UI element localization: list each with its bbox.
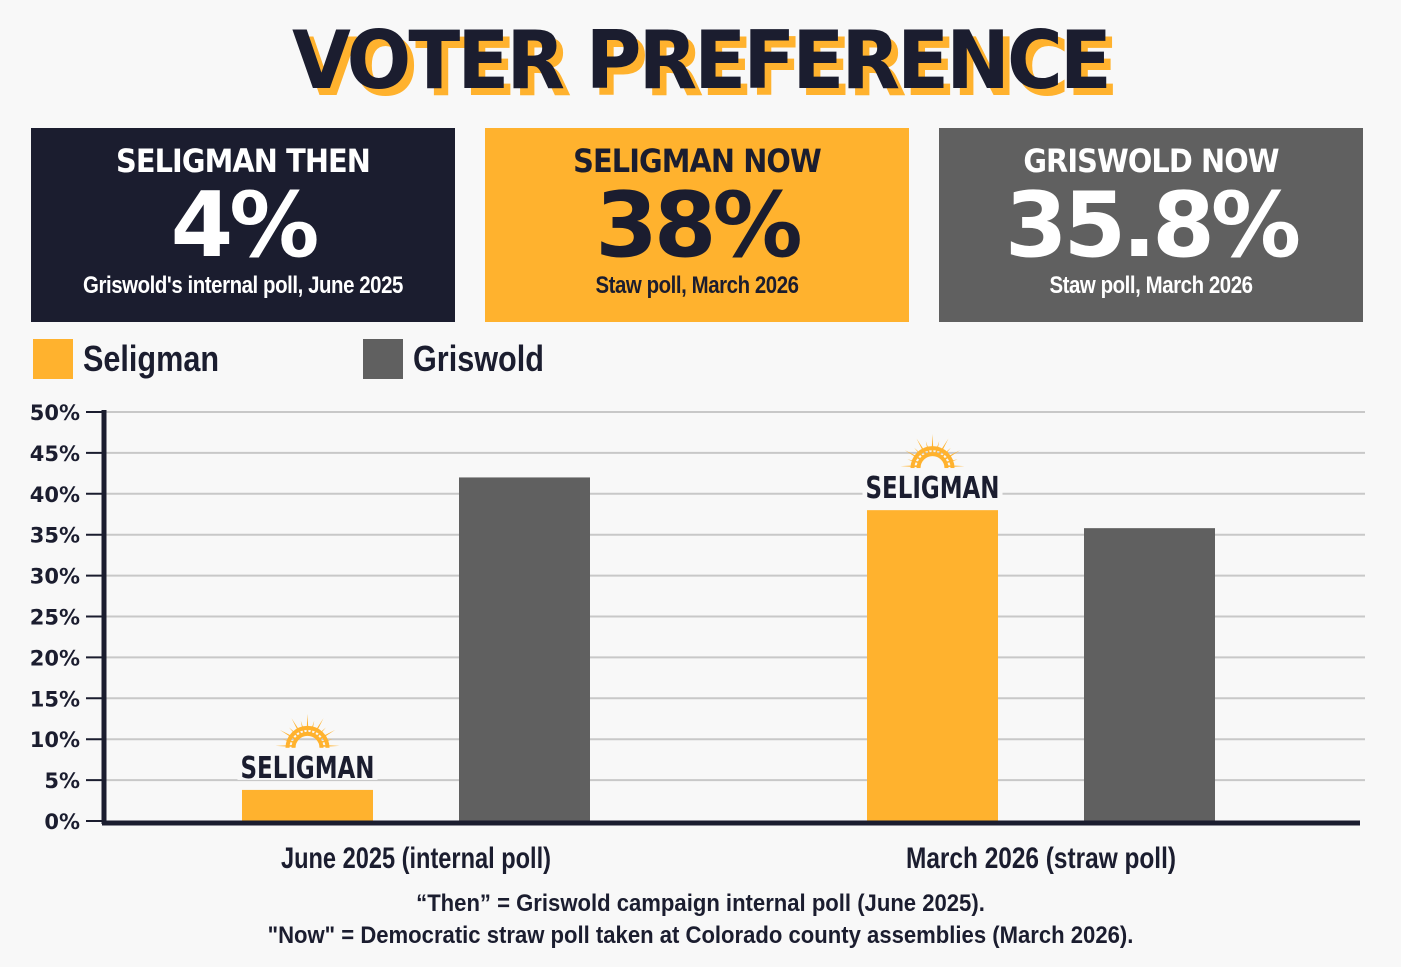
- legend: Seligman Griswold: [33, 338, 647, 380]
- y-tick-label: 40%: [30, 483, 80, 507]
- sun-arc-icon: [910, 446, 955, 469]
- sun-arc-icon: [291, 731, 324, 749]
- sun-ray-icon: [275, 744, 296, 747]
- sun-arc-icon: [285, 726, 330, 749]
- y-tick-label: 35%: [30, 524, 80, 548]
- sun-ray-icon: [900, 465, 921, 468]
- sun-ray-icon: [931, 434, 934, 455]
- bar-griswold: [1084, 528, 1215, 821]
- sun-arc-icon: [916, 452, 949, 469]
- seligman-logo: SELIGMAN: [862, 434, 1003, 506]
- x-category-label: March 2026 (straw poll): [906, 842, 1176, 875]
- y-tick-label: 50%: [30, 401, 80, 425]
- stat-card-seligman-then: SELIGMAN THEN 4% Griswold's internal pol…: [31, 128, 455, 322]
- footnote-now: "Now" = Democratic straw poll taken at C…: [267, 922, 1134, 949]
- y-tick-label: 30%: [30, 565, 80, 589]
- bar-griswold: [459, 477, 590, 821]
- y-tick-label: 10%: [30, 728, 80, 752]
- sun-ray-icon: [317, 729, 336, 741]
- bar-seligman: [242, 789, 373, 821]
- legend-swatch: [363, 339, 404, 379]
- card-value: 35.8%: [1004, 173, 1301, 278]
- logo-backdrop: [862, 468, 1003, 501]
- seligman-logo: SELIGMAN: [237, 713, 378, 786]
- sun-ray-icon: [291, 718, 303, 737]
- sun-ray-icon: [916, 438, 928, 457]
- chart-title: VOTER PREFERENCE: [292, 14, 1112, 107]
- y-tick-label: 45%: [30, 442, 80, 466]
- card-heading: GRISWOLD NOW: [1023, 142, 1279, 180]
- legend-swatch: [33, 339, 73, 379]
- sun-ray-icon: [319, 744, 340, 747]
- sun-ray-icon: [942, 450, 961, 462]
- y-tick-label: 0%: [44, 810, 80, 834]
- stat-card-seligman-now: SELIGMAN NOW 38% Staw poll, March 2026: [485, 128, 909, 322]
- legend-label: Griswold: [413, 338, 544, 379]
- legend-item-griswold: Griswold: [363, 338, 567, 380]
- sun-ray-icon: [904, 450, 923, 462]
- sun-ray-icon: [312, 718, 324, 737]
- legend-label: Seligman: [83, 338, 220, 379]
- bar-seligman: [867, 510, 998, 821]
- legend-item-seligman: Seligman: [33, 338, 243, 380]
- card-subtitle: Staw poll, March 2026: [595, 272, 799, 299]
- sun-ray-icon: [937, 438, 949, 457]
- card-value: 4%: [170, 173, 320, 278]
- stat-card-griswold-now: GRISWOLD NOW 35.8% Staw poll, March 2026: [939, 128, 1363, 322]
- logo-backdrop: [237, 747, 378, 780]
- y-tick-label: 25%: [30, 606, 80, 630]
- y-tick-label: 15%: [30, 687, 80, 711]
- card-value: 38%: [595, 173, 802, 278]
- x-category-label: June 2025 (internal poll): [281, 842, 551, 875]
- sun-ray-icon: [306, 713, 309, 734]
- y-tick-label: 20%: [30, 646, 80, 670]
- logo-text: SELIGMAN: [241, 751, 375, 786]
- y-tick-label: 5%: [44, 769, 80, 793]
- sun-ray-icon: [944, 465, 965, 468]
- card-subtitle: Griswold's internal poll, June 2025: [83, 272, 403, 299]
- sun-ray-icon: [279, 729, 298, 741]
- card-subtitle: Staw poll, March 2026: [1049, 272, 1253, 299]
- logo-text: SELIGMAN: [866, 471, 1000, 506]
- card-heading: SELIGMAN THEN: [115, 142, 371, 180]
- card-heading: SELIGMAN NOW: [573, 142, 822, 180]
- footnote-then: “Then” = Griswold campaign internal poll…: [416, 890, 985, 917]
